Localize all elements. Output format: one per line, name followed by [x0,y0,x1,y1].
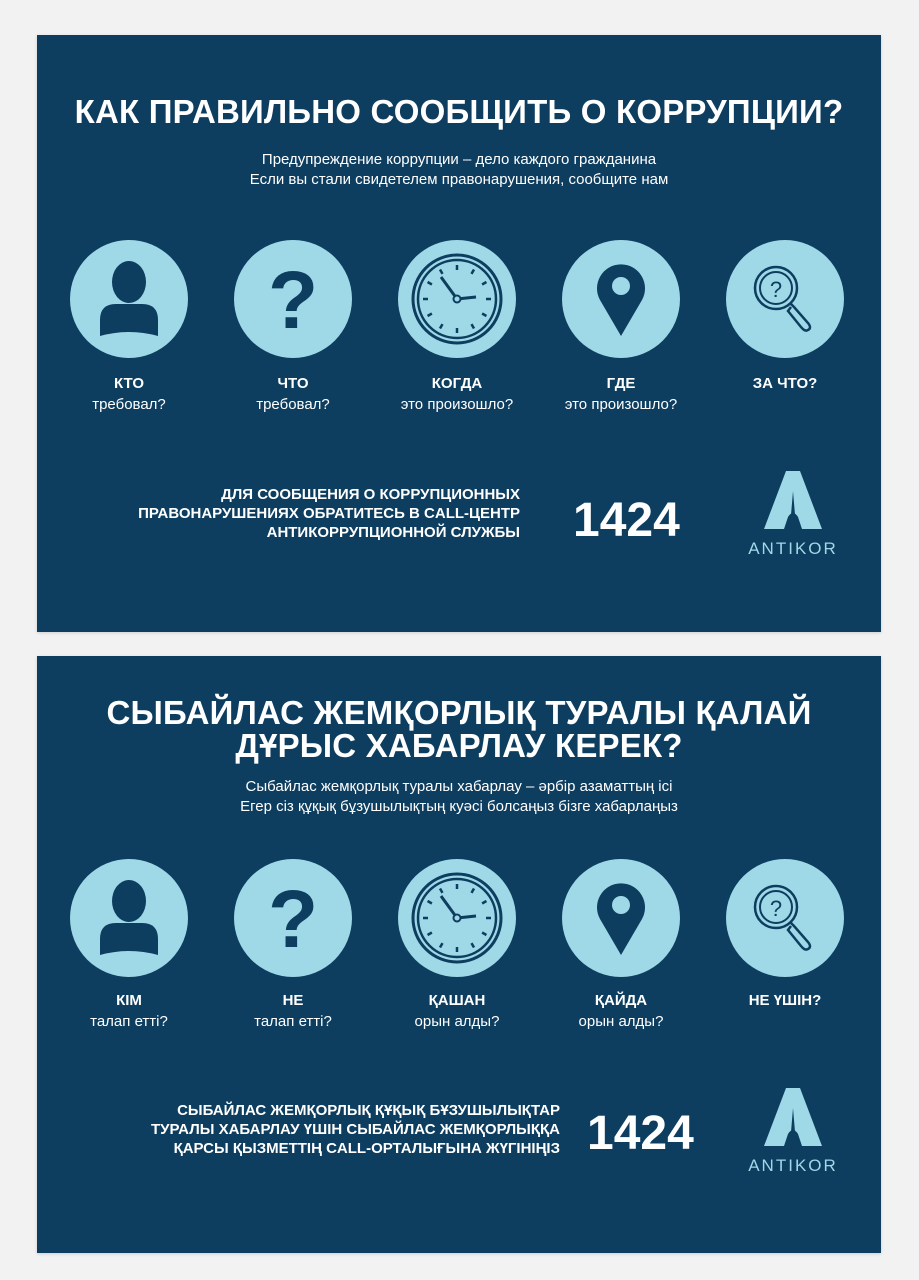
question-label: КІМ талап етті? [49,990,209,1032]
poster-title: СЫБАЙЛАС ЖЕМҚОРЛЫҚ ТУРАЛЫ ҚАЛАЙ [106,694,812,731]
call-to-action: СЫБАЙЛАС ЖЕМҚОРЛЫҚ ҚҰҚЫҚ БҰЗУШЫЛЫҚТАР ТУР… [151,1101,560,1158]
question-label: ГДЕ это произошло? [541,373,701,415]
question-label: НЕ ҮШІН? [705,990,865,1011]
poster-kazakh: СЫБАЙЛАС ЖЕМҚОРЛЫҚ ТУРАЛЫ ҚАЛАЙ ДҰРЫС ХАБ… [37,656,881,1253]
person-icon [70,859,188,977]
poster-title: ДҰРЫС ХАБАРЛАУ КЕРЕК? [235,727,683,764]
question-head: КІМ [116,992,142,1009]
location-pin-icon [562,240,680,358]
question-mark-icon: ? [234,859,352,977]
question-head: ЧТО [277,375,309,392]
question-label: НЕ талап етті? [213,990,373,1032]
svg-text:?: ? [770,896,782,921]
question-text: орын алды? [414,1013,500,1030]
magnifier-question-icon: ? [726,240,844,358]
question-label: ЧТО требовал? [213,373,373,415]
question-head: ҚАШАН [428,992,486,1009]
question-text: это произошло? [564,396,678,413]
question-head: КОГДА [431,375,483,392]
cta-line: ҚАРСЫ ҚЫЗМЕТТІҢ CALL-ОРТАЛЫҒЫНА ЖҮГІНІҢІ… [173,1140,560,1157]
question-text: это произошло? [400,396,514,413]
antikor-logo: ANTIKOR [738,471,848,559]
subtitle-line: Предупреждение коррупции – дело каждого … [261,151,657,168]
cta-line: АНТИКОРРУПЦИОННОЙ СЛУЖБЫ [266,524,520,541]
subtitle-line: Сыбайлас жемқорлық туралы хабарлау – әрб… [245,778,673,795]
question-head: ҚАЙДА [594,992,648,1009]
question-label: КТО требовал? [49,373,209,415]
svg-text:?: ? [770,277,782,302]
location-pin-icon [562,859,680,977]
person-icon [70,240,188,358]
question-mark-icon: ? [234,240,352,358]
question-text: талап етті? [90,1013,168,1030]
magnifier-question-icon: ? [726,859,844,977]
question-head: ЗА ЧТО? [752,375,818,392]
antikor-logo: ANTIKOR [738,1088,848,1176]
cta-line: ДЛЯ СООБЩЕНИЯ О КОРРУПЦИОННЫХ [221,486,520,503]
question-label: ЗА ЧТО? [705,373,865,394]
logo-text: ANTIKOR [748,539,838,558]
phone-number[interactable]: 1424 [573,494,680,547]
call-to-action: ДЛЯ СООБЩЕНИЯ О КОРРУПЦИОННЫХ ПРАВОНАРУШЕ… [138,485,520,542]
question-head: КТО [114,375,144,392]
question-label: КОГДА это произошло? [377,373,537,415]
cta-line: ТУРАЛЫ ХАБАРЛАУ ҮШІН СЫБАЙЛАС ЖЕМҚОРЛЫҚҚ… [151,1121,560,1138]
question-text: орын алды? [578,1013,664,1030]
question-head: ГДЕ [606,375,636,392]
cta-line: ПРАВОНАРУШЕНИЯХ ОБРАТИТЕСЬ В CALL-ЦЕНТР [138,505,520,522]
poster-title: КАК ПРАВИЛЬНО СООБЩИТЬ О КОРРУПЦИИ? [74,93,844,130]
svg-text:?: ? [268,874,318,965]
subtitle-line: Егер сіз құқық бұзушылықтың куәсі болсаң… [240,798,678,815]
question-text: требовал? [256,396,330,413]
question-label: ҚАЙДА орын алды? [541,990,701,1032]
svg-text:?: ? [268,255,318,346]
question-head: НЕ [282,992,304,1009]
clock-icon [398,240,516,358]
question-text: талап етті? [254,1013,332,1030]
phone-number[interactable]: 1424 [587,1107,694,1160]
poster-russian: КАК ПРАВИЛЬНО СООБЩИТЬ О КОРРУПЦИИ? Преду… [37,35,881,632]
clock-icon [398,859,516,977]
logo-text: ANTIKOR [748,1156,838,1175]
question-head: НЕ ҮШІН? [748,992,822,1009]
cta-line: СЫБАЙЛАС ЖЕМҚОРЛЫҚ ҚҰҚЫҚ БҰЗУШЫЛЫҚТАР [177,1102,560,1119]
question-label: ҚАШАН орын алды? [377,990,537,1032]
subtitle-line: Если вы стали свидетелем правонарушения,… [249,171,669,188]
question-text: требовал? [92,396,166,413]
